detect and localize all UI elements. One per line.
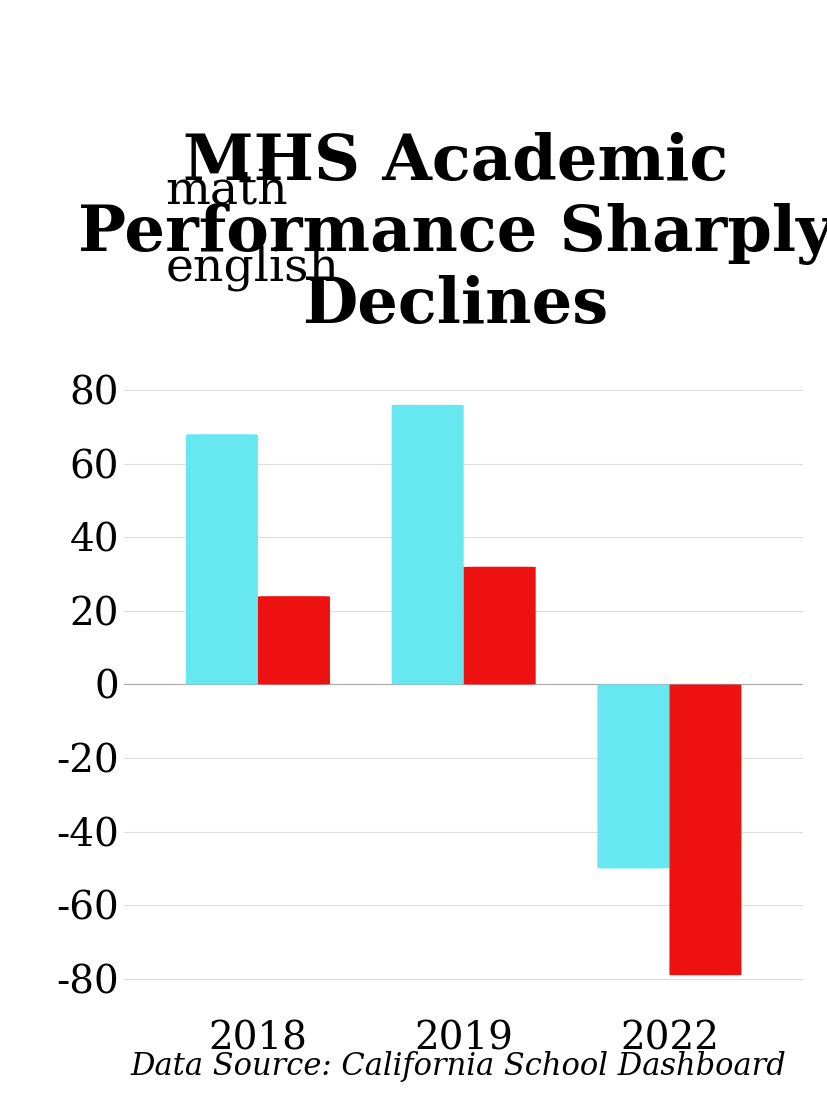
Text: math: math: [165, 168, 288, 214]
FancyBboxPatch shape: [668, 684, 740, 975]
FancyBboxPatch shape: [391, 405, 463, 684]
FancyBboxPatch shape: [463, 566, 535, 684]
Text: Data Source: California School Dashboard: Data Source: California School Dashboard: [131, 1051, 786, 1082]
FancyBboxPatch shape: [597, 684, 668, 869]
FancyBboxPatch shape: [258, 596, 329, 684]
Text: english: english: [165, 245, 339, 291]
FancyBboxPatch shape: [186, 434, 258, 684]
Text: MHS Academic
Performance Sharply
Declines: MHS Academic Performance Sharply Decline…: [78, 132, 827, 336]
